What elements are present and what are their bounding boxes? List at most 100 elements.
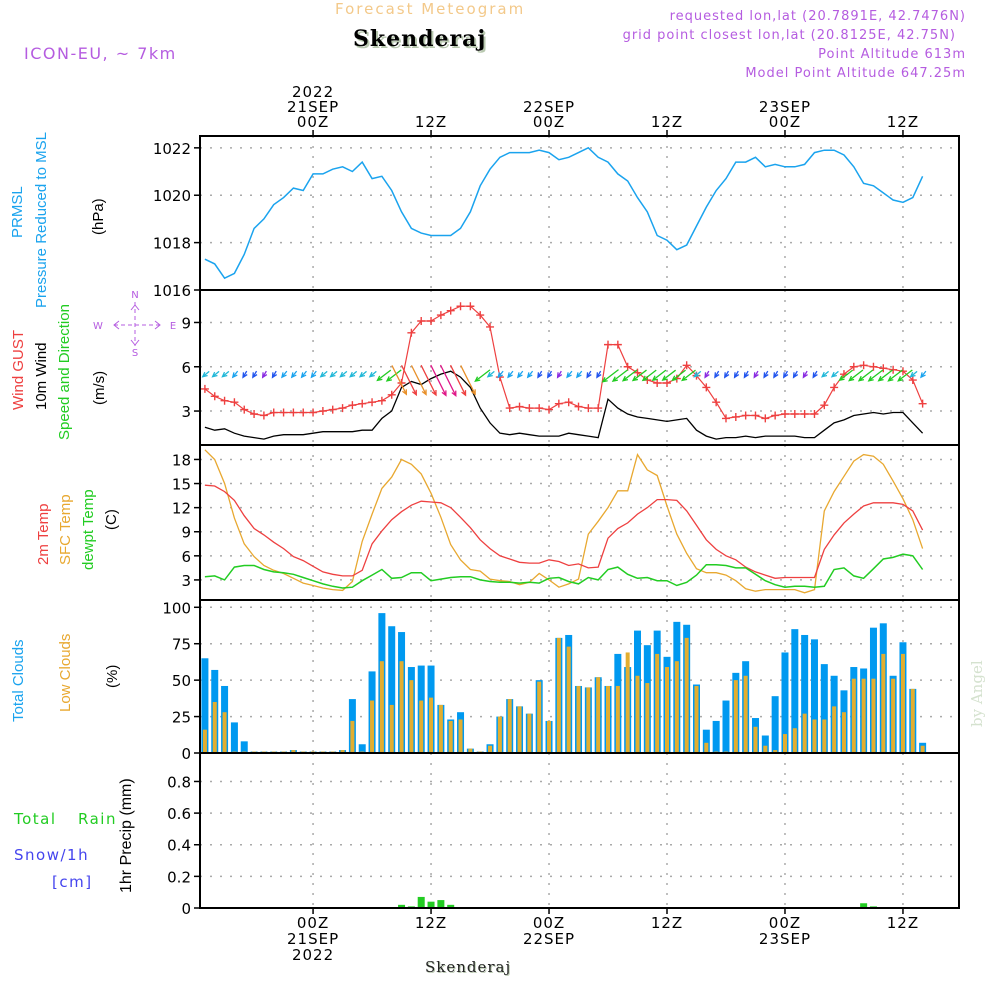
compass-e: E bbox=[170, 321, 176, 332]
bottom-time-label: 2022 bbox=[292, 946, 334, 964]
gust-marker bbox=[623, 362, 632, 371]
low-cloud-bar bbox=[625, 652, 630, 753]
bottom-time-label: 12Z bbox=[887, 914, 919, 932]
compass-w: W bbox=[93, 321, 103, 332]
gust-marker bbox=[417, 317, 426, 325]
wind-ytick-label: 9 bbox=[181, 314, 191, 332]
gust-marker bbox=[810, 410, 819, 418]
bottom-time-label: 22SEP bbox=[523, 930, 575, 948]
gust-marker bbox=[230, 398, 239, 407]
low-cloud-bar bbox=[812, 719, 817, 753]
wind-direction-arrow bbox=[723, 370, 730, 379]
wind-direction-arrow bbox=[290, 370, 298, 379]
pressure-panel-frame bbox=[199, 135, 960, 291]
wind-direction-arrow bbox=[329, 370, 338, 378]
temp-ytick-label: 6 bbox=[181, 548, 191, 566]
clouds-ytick-label: 50 bbox=[172, 672, 191, 690]
gust-marker bbox=[279, 408, 288, 417]
wind-direction-arrow bbox=[897, 369, 913, 382]
low-cloud-bar bbox=[547, 720, 552, 753]
wind10-line bbox=[204, 370, 924, 440]
total-cloud-bar bbox=[781, 652, 789, 753]
total-cloud-bar bbox=[771, 696, 779, 753]
total-cloud-bar bbox=[810, 639, 818, 753]
wind-direction-arrow bbox=[681, 369, 696, 382]
top-time-label: 00Z bbox=[297, 113, 329, 131]
low-cloud-bar bbox=[881, 653, 886, 753]
wind-direction-arrow bbox=[556, 370, 563, 379]
low-cloud-bar bbox=[409, 680, 414, 753]
wind-direction-arrow bbox=[753, 370, 759, 379]
gust-marker bbox=[830, 383, 839, 392]
precip-ytick-label: 0 bbox=[181, 900, 191, 918]
rain-bar bbox=[860, 903, 868, 908]
low-cloud-bar bbox=[822, 719, 827, 753]
low-cloud-bar bbox=[488, 745, 493, 753]
low-cloud-bar bbox=[370, 700, 375, 753]
wind-direction-arrow bbox=[661, 369, 677, 382]
wind-direction-arrow bbox=[857, 369, 874, 382]
gust-marker bbox=[240, 405, 249, 414]
wind-direction-arrow bbox=[537, 370, 543, 379]
total-cloud-bar bbox=[358, 744, 366, 753]
low-cloud-bar bbox=[832, 706, 837, 753]
wind-direction-arrow bbox=[368, 370, 377, 378]
gust-marker bbox=[663, 379, 672, 387]
bottom-time-label: 12Z bbox=[415, 914, 447, 932]
low-cloud-bar bbox=[920, 745, 925, 753]
footer-location: Skenderaj bbox=[425, 958, 512, 976]
wind-direction-arrow bbox=[526, 370, 534, 379]
wind-direction-arrow bbox=[430, 364, 447, 397]
gust-marker bbox=[741, 411, 750, 420]
total-cloud-bar bbox=[791, 629, 799, 753]
gust-marker bbox=[761, 414, 770, 423]
bottom-time-label: 00Z bbox=[297, 914, 329, 932]
temp-ytick-label: 15 bbox=[172, 476, 191, 494]
low-cloud-bar bbox=[773, 750, 778, 753]
low-cloud-bar bbox=[291, 750, 296, 753]
gust-marker bbox=[299, 408, 308, 417]
pressure-ytick-label: 1018 bbox=[153, 235, 191, 253]
gust-marker bbox=[849, 362, 858, 371]
low-cloud-bar bbox=[851, 678, 856, 753]
wind-direction-arrow bbox=[887, 369, 903, 382]
wind-direction-arrow bbox=[651, 369, 667, 382]
low-cloud-bar bbox=[497, 716, 502, 753]
wind-direction-arrow bbox=[319, 370, 328, 378]
total-cloud-bar bbox=[230, 722, 238, 753]
rain-bar bbox=[427, 901, 435, 908]
total-cloud-bar bbox=[702, 729, 710, 753]
wind-direction-arrow bbox=[516, 370, 524, 379]
low-cloud-bar bbox=[586, 687, 591, 753]
clouds-ytick-label: 25 bbox=[172, 709, 191, 727]
wind-direction-arrow bbox=[231, 370, 239, 379]
wind-direction-arrow bbox=[812, 370, 818, 379]
gust-marker bbox=[387, 390, 396, 399]
low-cloud-bar bbox=[665, 667, 670, 753]
temp-ytick-label: 18 bbox=[172, 451, 191, 469]
bottom-time-label: 00Z bbox=[533, 914, 565, 932]
gust-marker bbox=[427, 317, 436, 325]
temp-ytick-label: 3 bbox=[181, 572, 191, 590]
low-cloud-bar bbox=[645, 683, 650, 753]
wind-direction-arrow bbox=[242, 370, 248, 379]
total-rain-label-b: Rain bbox=[78, 810, 117, 828]
bottom-time-label: 12Z bbox=[651, 914, 683, 932]
low-cloud-bar bbox=[419, 700, 424, 753]
wind-direction-arrow bbox=[773, 370, 779, 379]
low-cloud-bar bbox=[458, 719, 463, 753]
wind-panel-frame bbox=[199, 289, 960, 446]
wind-direction-arrow bbox=[575, 370, 583, 379]
wind-direction-arrow bbox=[821, 370, 830, 378]
gust-marker bbox=[633, 368, 642, 377]
gust-marker bbox=[289, 408, 298, 417]
dewpoint-line bbox=[204, 553, 924, 589]
wind-direction-arrow bbox=[611, 369, 629, 383]
low-cloud-bar bbox=[674, 661, 679, 753]
gust-marker bbox=[584, 404, 593, 413]
wind-direction-arrow bbox=[252, 370, 258, 379]
precip-panel-frame bbox=[199, 752, 960, 909]
wind-direction-arrow bbox=[704, 370, 710, 379]
low-cloud-bar bbox=[527, 713, 532, 753]
